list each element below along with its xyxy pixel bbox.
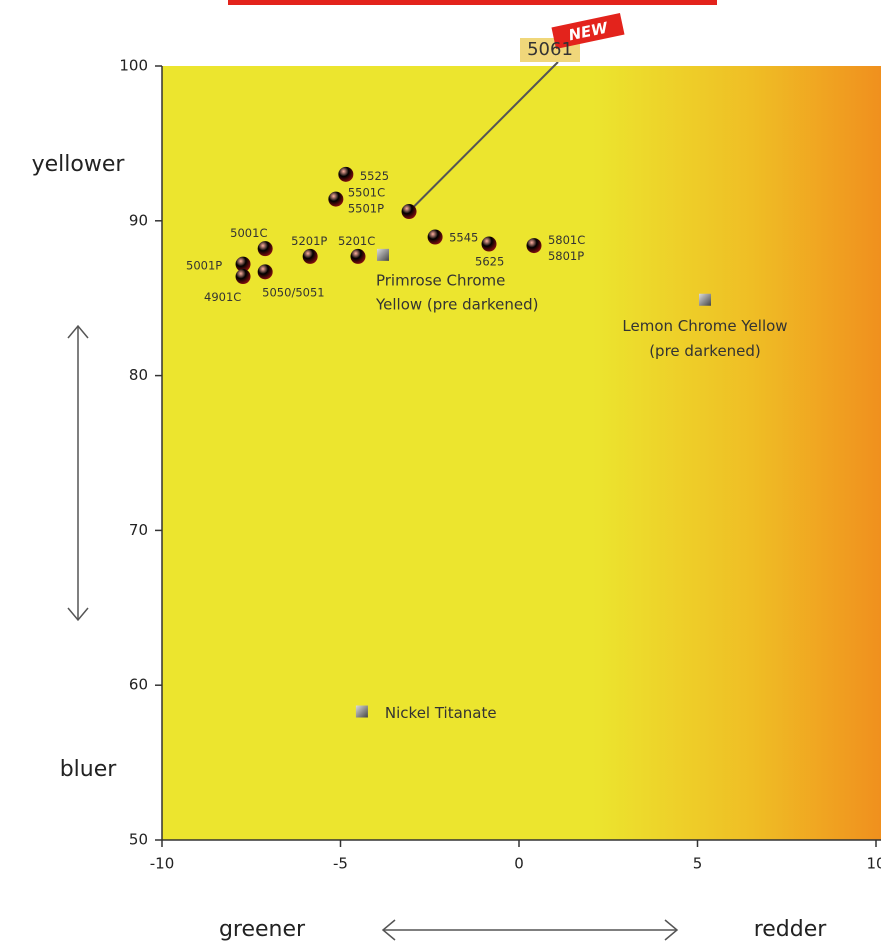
y-tick-label: 90 — [129, 211, 148, 229]
point: 5501C 5501P — [328, 186, 385, 216]
plot-area — [162, 66, 881, 840]
marker — [328, 191, 344, 207]
point-label: Nickel Titanate — [385, 704, 497, 722]
y-tick-label: 100 — [119, 57, 148, 75]
x-tick-label: 5 — [693, 855, 703, 873]
point: 5050/5051 — [257, 264, 325, 299]
y-tick-label: 60 — [129, 676, 148, 694]
marker — [338, 166, 354, 182]
y-tick-label: 50 — [129, 831, 148, 849]
point: 5001P — [186, 256, 251, 273]
point-label: Yellow (pre darkened) — [375, 295, 539, 313]
point-label: 5501P — [348, 202, 384, 216]
marker — [235, 256, 251, 272]
badge-text: NEW — [567, 18, 611, 44]
marker — [401, 204, 417, 220]
annotation: redder — [754, 917, 828, 942]
point-label: Lemon Chrome Yellow — [622, 317, 787, 335]
marker — [427, 229, 443, 245]
marker — [526, 238, 542, 254]
marker — [257, 264, 273, 280]
x-tick-label: -5 — [333, 855, 348, 873]
axes — [161, 66, 881, 841]
x-tick-label: -10 — [150, 855, 175, 873]
point: Lemon Chrome Yellow (pre darkened) — [622, 293, 788, 360]
point: 5545 — [427, 229, 478, 245]
point-label: Primrose Chrome — [376, 271, 505, 289]
point-label: 5201C — [338, 234, 375, 248]
point-label: 5061 — [527, 39, 573, 60]
point-label: 5501C — [348, 186, 385, 200]
marker — [355, 705, 368, 718]
x-tick-label: 10 — [866, 855, 881, 873]
point-label: 5001C — [230, 226, 267, 240]
point-label: 5525 — [360, 169, 389, 183]
point-label: 4901C — [204, 290, 241, 304]
point-label: (pre darkened) — [649, 342, 761, 360]
marker — [257, 241, 273, 257]
marker — [376, 248, 389, 261]
y-tick-label: 70 — [129, 521, 148, 539]
point-label: 5050/5051 — [262, 285, 324, 299]
badge-box — [551, 12, 625, 50]
point: 5801C 5801P — [526, 233, 585, 263]
point: 4901C — [204, 269, 251, 304]
y-tick-label: 80 — [129, 366, 148, 384]
annotation: yellower — [32, 152, 126, 177]
point: 5001C — [230, 226, 273, 257]
point-label: 5625 — [475, 255, 504, 269]
marker — [350, 248, 366, 264]
point: Nickel Titanate — [355, 704, 497, 722]
point: 5201C — [338, 234, 375, 264]
top-bar — [228, 0, 717, 5]
direction-arrows — [67, 324, 679, 941]
point: 5201P — [291, 234, 327, 264]
point-label: 5801C — [548, 233, 585, 247]
marker — [481, 236, 497, 252]
point-label: 5201P — [291, 234, 327, 248]
point: 5625 — [475, 236, 504, 269]
leader-line — [408, 61, 559, 213]
annotation: bluer — [60, 757, 118, 782]
marker — [302, 248, 318, 264]
point-label: 5545 — [449, 231, 478, 245]
point-label: 5001P — [186, 259, 222, 273]
x-tick-label: 0 — [514, 855, 524, 873]
annotation: greener — [219, 917, 306, 942]
point: Primrose Chrome Yellow (pre darkened) — [375, 248, 539, 313]
point-label: 5801P — [548, 249, 584, 263]
marker — [235, 269, 251, 285]
point: 5525 — [338, 166, 389, 183]
marker — [698, 293, 711, 306]
